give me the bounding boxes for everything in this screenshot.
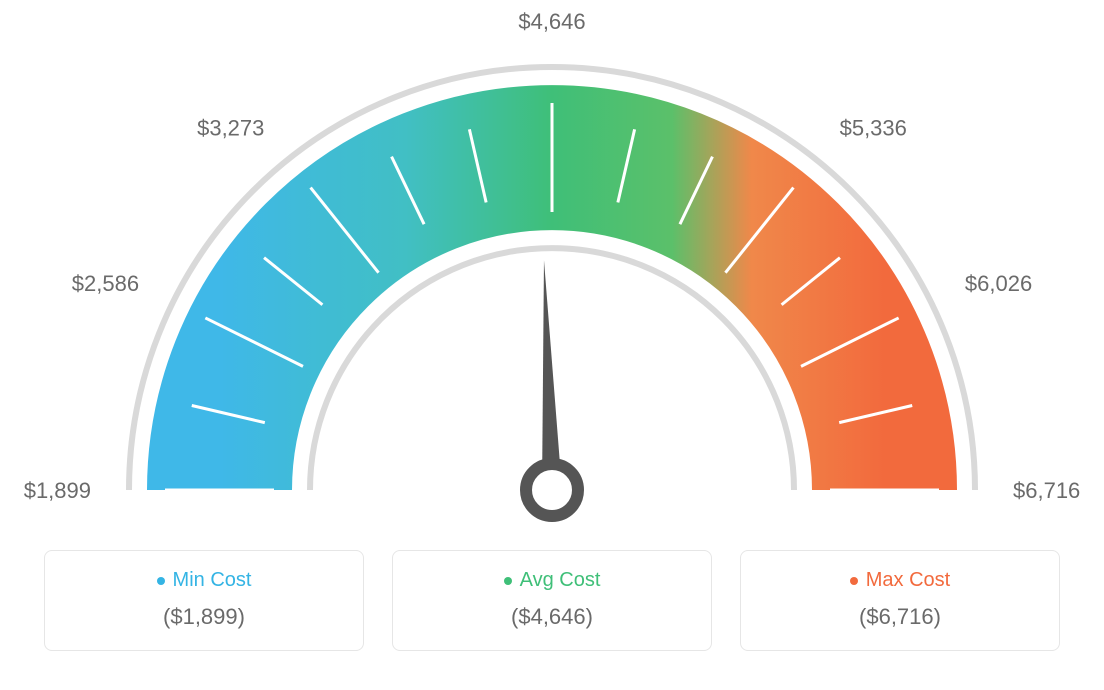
svg-text:$6,716: $6,716 [1013,478,1080,503]
legend-label-max: Max Cost [751,569,1049,592]
gauge-chart: $1,899 $2,586 $3,273 $4,646 $5,336 $6,026 $6,7… [0,0,1104,540]
legend-value-avg: ($4,646) [403,604,701,630]
legend-row: Min Cost ($1,899) Avg Cost ($4,646) Max … [0,550,1104,651]
svg-text:$5,336: $5,336 [840,116,907,141]
legend-value-max: ($6,716) [751,604,1049,630]
svg-text:$2,586: $2,586 [72,271,139,296]
legend-label-text: Avg Cost [520,569,601,592]
legend-label-text: Min Cost [173,569,252,592]
legend-value-min: ($1,899) [55,604,353,630]
svg-text:$1,899: $1,899 [24,478,91,503]
legend-label-avg: Avg Cost [403,569,701,592]
svg-text:$3,273: $3,273 [197,116,264,141]
legend-label-min: Min Cost [55,569,353,592]
svg-text:$6,026: $6,026 [965,271,1032,296]
legend-card-max: Max Cost ($6,716) [740,550,1060,651]
legend-label-text: Max Cost [866,569,950,592]
dot-icon [850,577,858,585]
legend-card-avg: Avg Cost ($4,646) [392,550,712,651]
svg-text:$4,646: $4,646 [518,9,585,34]
dot-icon [504,577,512,585]
legend-card-min: Min Cost ($1,899) [44,550,364,651]
dot-icon [157,577,165,585]
